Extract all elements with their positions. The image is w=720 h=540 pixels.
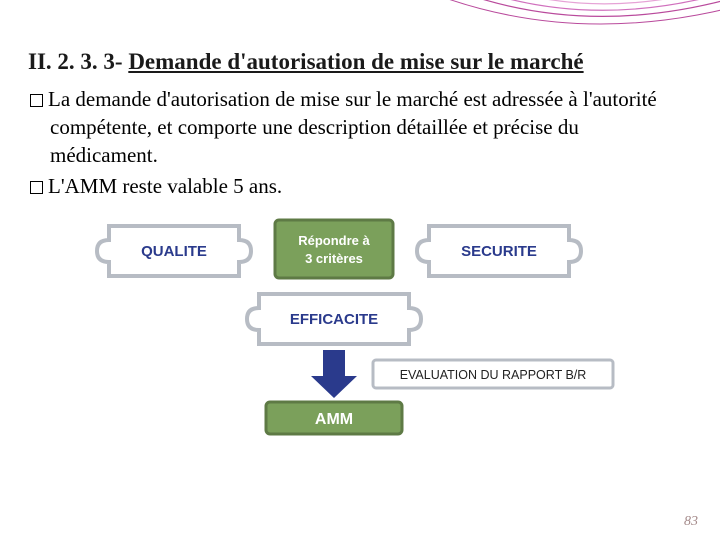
securite-box: SECURITE [417,226,581,276]
heading-prefix: II. 2. 3. 3- [28,49,128,74]
criteres-box: Répondre à 3 critères [275,220,393,278]
arrow-down-icon [311,350,357,398]
bullet-list: La demande d'autorisation de mise sur le… [28,85,690,200]
square-bullet-icon [30,94,43,107]
efficacite-box: EFFICACITE [247,294,421,344]
securite-label: SECURITE [461,243,537,260]
evaluation-box: EVALUATION DU RAPPORT B/R [373,360,613,388]
page-number: 83 [684,514,698,530]
square-bullet-icon [30,181,43,194]
amm-box: AMM [266,402,402,434]
bullet-text: La demande d'autorisation de mise sur le… [48,87,657,168]
qualite-label: QUALITE [141,243,207,260]
bullet-item: L'AMM reste valable 5 ans. [28,172,690,200]
amm-diagram: QUALITE Répondre à 3 critères SECURITE E… [89,218,629,441]
amm-label: AMM [315,411,353,428]
bullet-item: La demande d'autorisation de mise sur le… [28,85,690,170]
qualite-box: QUALITE [97,226,251,276]
decorative-swoosh [380,0,720,80]
evaluation-label: EVALUATION DU RAPPORT B/R [400,368,587,382]
efficacite-label: EFFICACITE [290,311,378,328]
bullet-text: L'AMM reste valable 5 ans. [48,174,282,198]
criteres-line2: 3 critères [305,251,363,266]
criteres-line1: Répondre à [298,233,370,248]
